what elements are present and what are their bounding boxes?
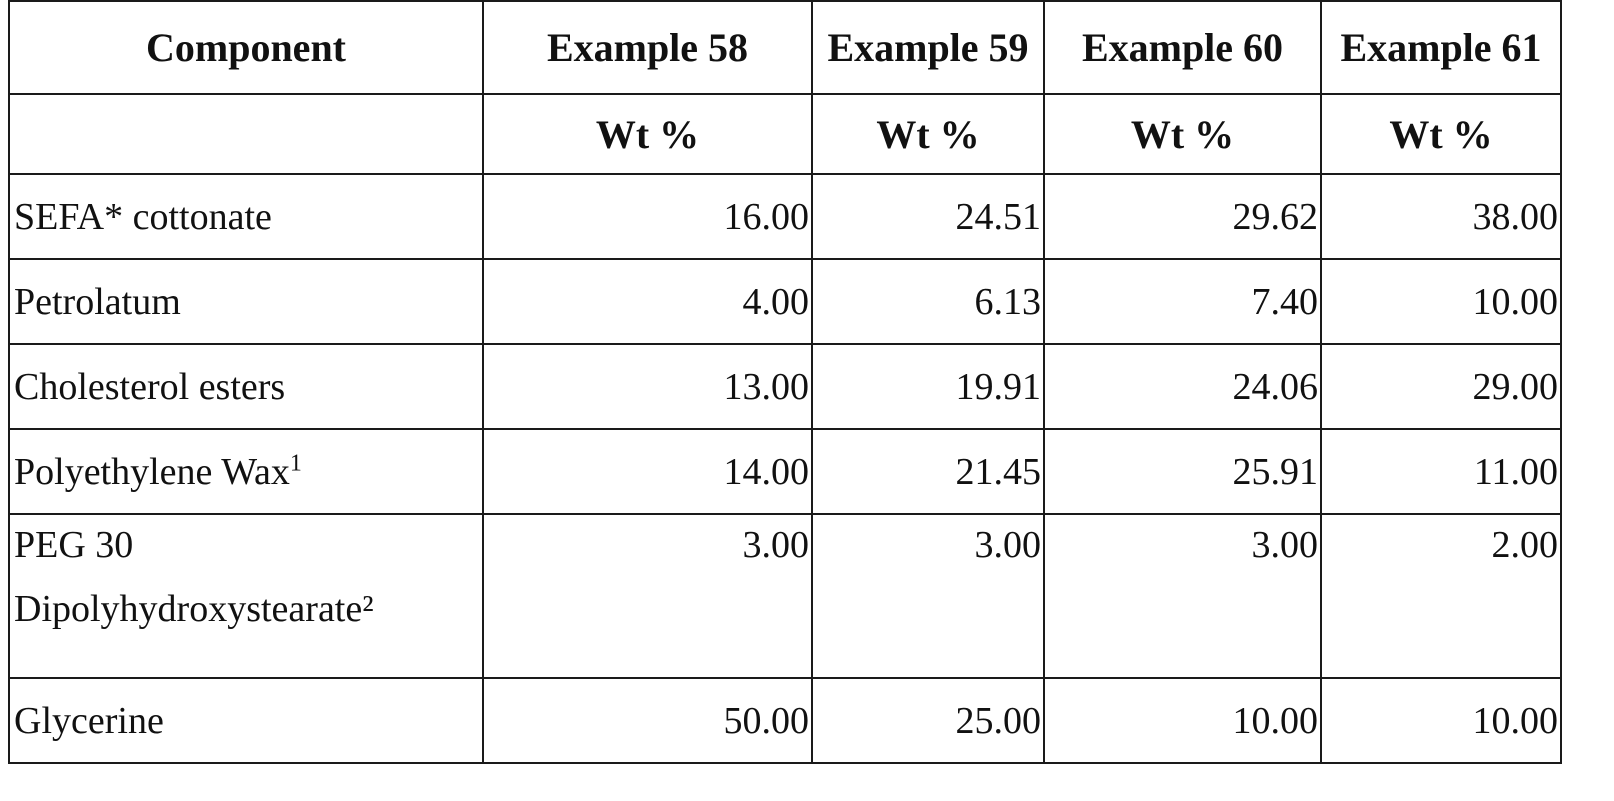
composition-table-container: Component Example 58 Example 59 Example … xyxy=(8,0,1562,764)
value-cell: 29.62 xyxy=(1043,173,1322,260)
subheader-component xyxy=(8,93,484,175)
value-cell: 2.00 xyxy=(1320,513,1562,679)
value-cell: 3.00 xyxy=(1043,513,1322,679)
value-cell: 3.00 xyxy=(811,513,1045,679)
value-cell: 3.00 xyxy=(482,513,813,679)
subheader-example-60: Wt % xyxy=(1043,93,1322,175)
value-cell: 11.00 xyxy=(1320,428,1562,515)
table-row: Polyethylene Wax1 14.00 21.45 25.91 11.0… xyxy=(8,428,1562,515)
component-label: Cholesterol esters xyxy=(14,365,286,408)
subheader-example-61: Wt % xyxy=(1320,93,1562,175)
table-row: Glycerine 50.00 25.00 10.00 10.00 xyxy=(8,677,1562,764)
footnote-marker: 1 xyxy=(289,449,302,476)
value-text: 2.00 xyxy=(1491,524,1559,566)
table-row: PEG 30 Dipolyhydroxystearate² 3.00 3.00 3… xyxy=(8,513,1562,679)
value-cell: 14.00 xyxy=(482,428,813,515)
value-cell: 13.00 xyxy=(482,343,813,430)
table-row: Petrolatum 4.00 6.13 7.40 10.00 xyxy=(8,258,1562,345)
table-row: SEFA* cottonate 16.00 24.51 29.62 38.00 xyxy=(8,173,1562,260)
component-label: SEFA* cottonate xyxy=(14,195,272,238)
value-text: 3.00 xyxy=(742,524,810,566)
header-example-58: Example 58 xyxy=(482,0,813,95)
value-cell: 7.40 xyxy=(1043,258,1322,345)
composition-table: Component Example 58 Example 59 Example … xyxy=(8,0,1562,764)
value-cell: 24.06 xyxy=(1043,343,1322,430)
subheader-row: Wt % Wt % Wt % Wt % xyxy=(8,93,1562,175)
value-cell: 10.00 xyxy=(1320,677,1562,764)
value-cell: 16.00 xyxy=(482,173,813,260)
component-name: Polyethylene Wax1 xyxy=(8,428,484,515)
value-cell: 29.00 xyxy=(1320,343,1562,430)
component-label: PEG 30 xyxy=(14,524,134,566)
header-component: Component xyxy=(8,0,484,95)
component-label-continued: Dipolyhydroxystearate² xyxy=(14,588,374,630)
value-cell: 21.45 xyxy=(811,428,1045,515)
value-text: 3.00 xyxy=(974,524,1042,566)
table-row: Cholesterol esters 13.00 19.91 24.06 29.… xyxy=(8,343,1562,430)
value-cell: 4.00 xyxy=(482,258,813,345)
value-cell: 24.51 xyxy=(811,173,1045,260)
component-name: Cholesterol esters xyxy=(8,343,484,430)
value-cell: 50.00 xyxy=(482,677,813,764)
value-cell: 10.00 xyxy=(1043,677,1322,764)
value-text: 3.00 xyxy=(1251,524,1319,566)
component-label: Polyethylene Wax xyxy=(14,450,290,493)
value-cell: 25.00 xyxy=(811,677,1045,764)
header-example-61: Example 61 xyxy=(1320,0,1562,95)
component-name: PEG 30 Dipolyhydroxystearate² xyxy=(8,513,484,679)
value-cell: 19.91 xyxy=(811,343,1045,430)
component-label: Petrolatum xyxy=(14,280,181,323)
subheader-example-59: Wt % xyxy=(811,93,1045,175)
value-cell: 6.13 xyxy=(811,258,1045,345)
component-name: SEFA* cottonate xyxy=(8,173,484,260)
header-row: Component Example 58 Example 59 Example … xyxy=(8,0,1562,95)
header-example-59: Example 59 xyxy=(811,0,1045,95)
component-name: Glycerine xyxy=(8,677,484,764)
header-example-60: Example 60 xyxy=(1043,0,1322,95)
component-label: Glycerine xyxy=(14,699,164,742)
value-cell: 25.91 xyxy=(1043,428,1322,515)
component-name: Petrolatum xyxy=(8,258,484,345)
value-cell: 38.00 xyxy=(1320,173,1562,260)
subheader-example-58: Wt % xyxy=(482,93,813,175)
value-cell: 10.00 xyxy=(1320,258,1562,345)
